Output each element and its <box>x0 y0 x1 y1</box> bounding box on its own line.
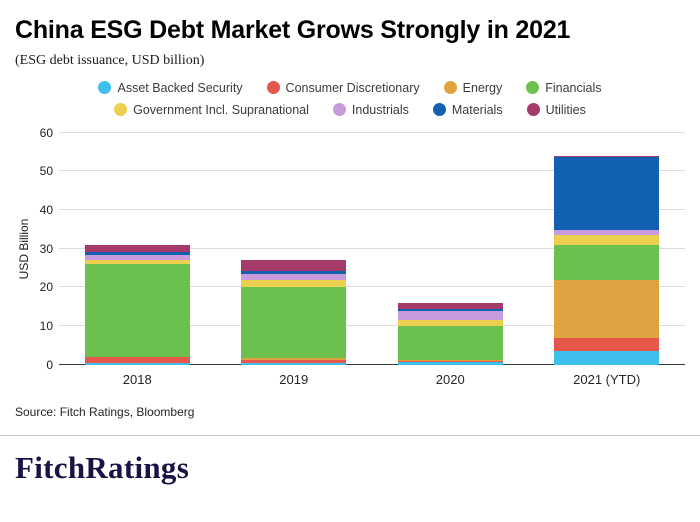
legend-label: Utilities <box>545 102 586 117</box>
chart-subtitle: (ESG debt issuance, USD billion) <box>15 52 205 68</box>
legend-item-utilities: Utilities <box>526 102 586 117</box>
bar-2020 <box>397 133 503 365</box>
legend-item-energy: Energy <box>443 80 503 95</box>
legend-item-government-incl-supranational: Government Incl. Supranational <box>114 103 309 117</box>
footer-divider <box>0 434 700 436</box>
y-axis-title-wrap: USD Billion <box>15 133 33 365</box>
legend-item-materials: Materials <box>432 102 503 117</box>
legend-swatch-government-incl-supranational <box>114 103 128 117</box>
legend-item-consumer-discretionary: Consumer Discretionary <box>266 80 420 95</box>
gridline-40 <box>59 209 685 211</box>
segment-2018-energy <box>84 356 190 358</box>
x-axis-labels: 2018 2019 2020 2021 (YTD) <box>59 372 685 387</box>
segment-2021-ytd-materials <box>554 156 660 231</box>
plot-column: 2018 2019 2020 2021 (YTD) <box>59 131 685 387</box>
segment-2018-utilities <box>84 244 190 253</box>
segment-2020-energy <box>397 359 503 361</box>
bars-layer <box>59 133 685 365</box>
segment-2021-ytd-industrials <box>554 230 660 236</box>
segment-2021-ytd-government-incl-supranational <box>554 235 660 245</box>
source-note: Source: Fitch Ratings, Bloomberg <box>15 404 195 419</box>
y-tick-label-30: 30 <box>39 241 53 256</box>
y-tick-label-10: 10 <box>39 319 53 334</box>
legend-item-asset-backed-security: Asset Backed Security <box>98 80 243 95</box>
legend-item-financials: Financials <box>526 80 602 95</box>
y-axis-ticks: 0 10 20 30 40 50 60 <box>33 126 59 372</box>
bar-2021-ytd <box>554 133 660 365</box>
segment-2019-consumer-discretionary <box>241 360 347 364</box>
bar-slot-2021-ytd <box>529 133 686 365</box>
legend-swatch-materials <box>432 103 446 117</box>
segment-2018-asset-backed-security <box>84 363 190 365</box>
segment-2020-consumer-discretionary <box>397 360 503 363</box>
gridline-10 <box>59 325 685 327</box>
segment-2018-financials <box>84 264 190 357</box>
segment-2020-utilities <box>397 302 503 310</box>
bar-2018 <box>84 133 190 365</box>
legend-swatch-energy <box>443 81 457 95</box>
bar-2019 <box>241 133 347 365</box>
legend-row: Government Incl. Supranational Industrial… <box>114 103 586 117</box>
segment-2019-utilities <box>241 260 347 271</box>
gridline-20 <box>59 286 685 288</box>
segment-2018-industrials <box>84 254 190 260</box>
segment-2020-asset-backed-security <box>397 362 503 365</box>
segment-2019-financials <box>241 287 347 359</box>
legend-item-industrials: Industrials <box>332 102 409 117</box>
legend-swatch-financials <box>526 81 540 95</box>
segment-2021-ytd-utilities <box>554 156 660 157</box>
bar-slot-2020 <box>372 133 529 365</box>
x-label-2018: 2018 <box>122 371 152 387</box>
segment-2021-ytd-energy <box>554 279 660 338</box>
segment-2019-asset-backed-security <box>241 363 347 365</box>
segment-2021-ytd-financials <box>554 244 660 280</box>
segment-2018-government-incl-supranational <box>84 260 190 265</box>
legend-swatch-utilities <box>526 103 540 117</box>
segment-2021-ytd-consumer-discretionary <box>554 337 660 352</box>
segment-2019-government-incl-supranational <box>241 279 347 288</box>
x-label-2019: 2019 <box>279 371 309 387</box>
legend-label: Energy <box>462 80 503 95</box>
gridline-50 <box>59 170 685 172</box>
x-label-2021-ytd: 2021 (YTD) <box>573 371 641 387</box>
gridline-60 <box>59 131 685 133</box>
bar-slot-2019 <box>216 133 373 365</box>
segment-2020-industrials <box>397 310 503 321</box>
plot-area <box>59 131 685 365</box>
legend-swatch-industrials <box>332 103 346 117</box>
segment-2020-materials <box>397 309 503 311</box>
legend-label: Consumer Discretionary <box>285 80 420 95</box>
y-axis-title: USD Billion <box>17 218 31 280</box>
segment-2021-ytd-asset-backed-security <box>554 351 660 365</box>
x-label-2020: 2020 <box>435 371 465 387</box>
legend-label: Asset Backed Security <box>117 80 243 95</box>
segment-2019-energy <box>241 358 347 361</box>
y-tick-label-60: 60 <box>39 125 53 140</box>
segment-2020-financials <box>397 326 503 360</box>
legend-label: Financials <box>545 80 602 95</box>
gridline-0 <box>59 363 685 365</box>
bar-slot-2018 <box>59 133 216 365</box>
legend-label: Industrials <box>351 102 409 117</box>
segment-2019-industrials <box>241 273 347 280</box>
y-tick-label-20: 20 <box>39 280 53 295</box>
y-tick-label-40: 40 <box>39 203 53 218</box>
segment-2018-consumer-discretionary <box>84 357 190 364</box>
gridline-30 <box>59 247 685 249</box>
fitch-ratings-logo: FitchRatings <box>15 449 190 485</box>
legend-label: Materials <box>451 102 503 117</box>
legend-swatch-asset-backed-security <box>98 81 112 95</box>
segment-2019-materials <box>241 270 347 274</box>
segment-2020-government-incl-supranational <box>397 320 503 327</box>
y-tick-label-50: 50 <box>39 164 53 179</box>
page-title: China ESG Debt Market Grows Strongly in … <box>15 16 571 44</box>
y-tick-label-0: 0 <box>46 357 53 372</box>
legend-row: Asset Backed Security Consumer Discretion… <box>98 80 602 95</box>
segment-2018-materials <box>84 252 190 255</box>
legend-label: Government Incl. Supranational <box>133 102 309 117</box>
chart-legend: Asset Backed Security Consumer Discretion… <box>15 81 685 117</box>
legend-swatch-consumer-discretionary <box>266 81 280 95</box>
stacked-bar-chart: USD Billion 0 10 20 30 40 50 60 2018 2019 2020 20… <box>15 126 685 387</box>
